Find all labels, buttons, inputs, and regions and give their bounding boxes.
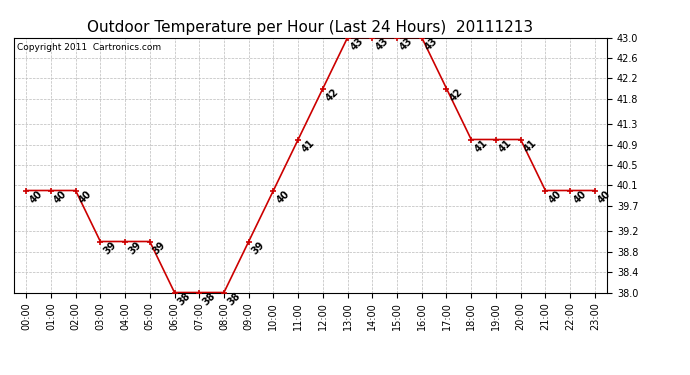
- Text: 38: 38: [176, 290, 193, 307]
- Text: 43: 43: [423, 35, 440, 52]
- Text: 40: 40: [52, 188, 69, 205]
- Text: 40: 40: [546, 188, 564, 205]
- Text: 39: 39: [250, 239, 267, 256]
- Text: 40: 40: [571, 188, 588, 205]
- Text: 39: 39: [151, 239, 168, 256]
- Text: 43: 43: [349, 35, 366, 52]
- Text: 39: 39: [126, 239, 143, 256]
- Text: 40: 40: [77, 188, 94, 205]
- Text: 43: 43: [398, 35, 415, 52]
- Text: 41: 41: [299, 137, 316, 154]
- Text: 43: 43: [374, 35, 391, 52]
- Text: 40: 40: [596, 188, 613, 205]
- Text: 42: 42: [324, 86, 341, 103]
- Text: 41: 41: [497, 137, 514, 154]
- Text: 41: 41: [522, 137, 539, 154]
- Text: 40: 40: [275, 188, 291, 205]
- Text: 38: 38: [201, 290, 217, 307]
- Text: 40: 40: [28, 188, 44, 205]
- Text: 41: 41: [473, 137, 489, 154]
- Text: Copyright 2011  Cartronics.com: Copyright 2011 Cartronics.com: [17, 43, 161, 52]
- Text: 42: 42: [448, 86, 464, 103]
- Text: 39: 39: [101, 239, 119, 256]
- Title: Outdoor Temperature per Hour (Last 24 Hours)  20111213: Outdoor Temperature per Hour (Last 24 Ho…: [88, 20, 533, 35]
- Text: 38: 38: [226, 290, 242, 307]
